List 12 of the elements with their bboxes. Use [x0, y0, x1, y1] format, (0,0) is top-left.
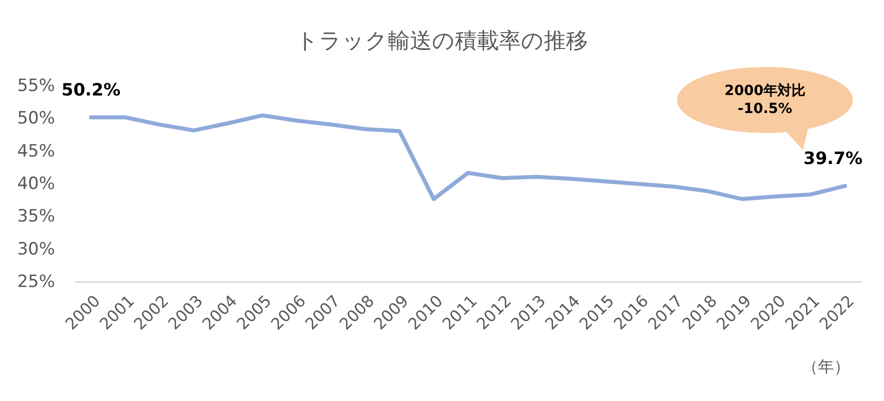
y-tick-label: 40%	[17, 174, 55, 194]
x-axis-title: （年）	[802, 357, 850, 376]
y-tick-label: 50%	[17, 108, 55, 129]
y-tick-label: 55%	[17, 76, 55, 96]
data-label: 50.2%	[62, 80, 120, 100]
y-tick-label: 45%	[17, 141, 55, 162]
y-tick-label: 30%	[17, 239, 55, 260]
y-tick-label: 25%	[17, 272, 55, 292]
chart-title: トラック輸送の積載率の推移	[296, 29, 588, 54]
y-tick-label: 35%	[17, 206, 55, 227]
data-label: 39.7%	[804, 148, 862, 169]
annotation: 2000年対比 -10.5%	[724, 82, 806, 117]
